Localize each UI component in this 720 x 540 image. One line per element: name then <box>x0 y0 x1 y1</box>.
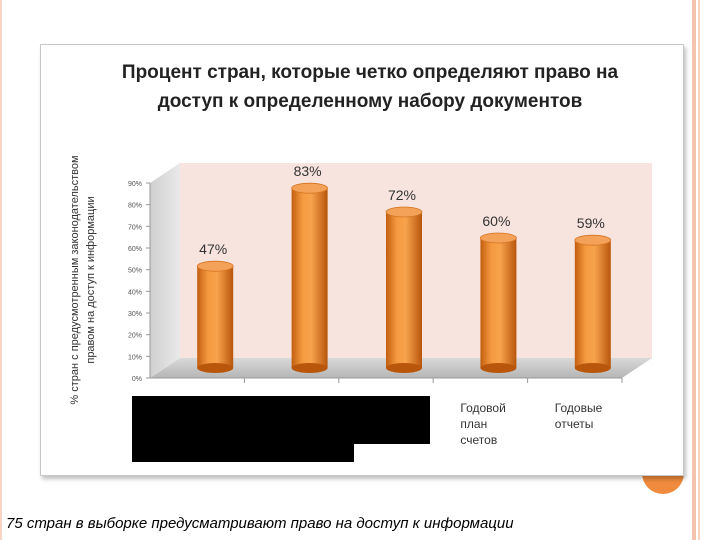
bar <box>197 266 234 368</box>
category-label: план <box>460 417 487 431</box>
data-label: 60% <box>482 213 510 229</box>
y-tick-label: 80% <box>128 203 142 210</box>
bar <box>480 238 517 368</box>
category-label: Годовые <box>555 401 603 415</box>
chart-title: Процент стран, которые четко определяют … <box>121 62 619 112</box>
footer-caption: 75 стран в выборке предусматривают право… <box>6 515 514 532</box>
y-tick-label: 30% <box>128 311 142 318</box>
slide-border-right <box>692 0 696 540</box>
y-axis-label: % стран с предусмотренным законодательст… <box>69 155 81 404</box>
bar-base <box>386 363 422 373</box>
bar-base <box>480 363 517 373</box>
y-tick-label: 40% <box>128 289 142 296</box>
data-label: 83% <box>294 163 322 179</box>
category-label: отчеты <box>555 417 594 431</box>
redaction-block <box>132 440 354 462</box>
data-label: 47% <box>199 241 227 257</box>
bar-top <box>574 234 612 246</box>
y-tick-label: 90% <box>128 181 142 188</box>
bar-top <box>291 182 329 194</box>
bar-base <box>197 363 234 373</box>
slide-border-right-inner <box>698 0 700 540</box>
y-axis-label: правом на доступ к информации <box>85 196 97 363</box>
category-label: счетов <box>460 433 497 447</box>
bar-top <box>385 206 423 218</box>
y-tick-label: 20% <box>128 333 142 340</box>
chart-side-wall <box>150 163 180 378</box>
category-label: Годовой <box>460 401 505 415</box>
bar <box>386 212 422 368</box>
data-label: 59% <box>577 215 605 231</box>
bar-top <box>196 260 234 272</box>
redaction-block <box>132 396 430 444</box>
y-tick-label: 50% <box>128 268 142 275</box>
bar-top <box>479 232 517 244</box>
bar-base <box>574 363 611 373</box>
y-tick-label: 60% <box>128 246 142 253</box>
bar <box>291 188 328 368</box>
bar <box>574 240 611 368</box>
data-label: 72% <box>388 187 416 203</box>
slide-border-left <box>0 0 2 540</box>
y-tick-label: 10% <box>128 354 142 361</box>
y-tick-label: 70% <box>128 224 142 231</box>
y-tick-label: 0% <box>132 376 142 383</box>
bar-base <box>291 363 328 373</box>
